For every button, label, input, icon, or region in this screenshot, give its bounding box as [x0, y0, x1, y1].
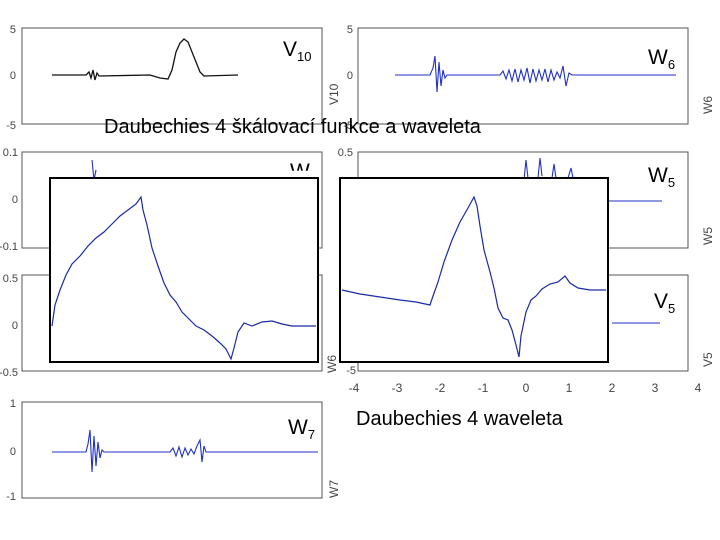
xtick-v5-m2: -2 — [435, 381, 446, 395]
xtick-v5-0: 0 — [523, 381, 530, 395]
label-w7: W7 — [288, 416, 316, 443]
ytick-v10-0: 0 — [10, 70, 16, 82]
xtick-v5-3: 3 — [652, 381, 659, 395]
panel-w7 — [21, 401, 323, 499]
ylabel-v10: V10 — [327, 83, 341, 105]
xtick-v5-m4: -4 — [349, 381, 360, 395]
ylabel-w5: W5 — [701, 227, 715, 245]
label-v5: V5 — [654, 290, 676, 317]
xtick-v5-2: 2 — [609, 381, 616, 395]
ytick-w7-m1: -1 — [6, 491, 16, 503]
xtick-v5-4: 4 — [695, 381, 702, 395]
ylabel-w6b: W6 — [325, 355, 339, 373]
ytick-w7-1: 1 — [10, 398, 16, 410]
ytick-w6-0: 0 — [347, 70, 353, 82]
trace-wavelet — [341, 195, 606, 358]
trace-w6 — [395, 55, 676, 93]
ytick-w-0: 0 — [12, 194, 18, 206]
ytick-w6b-m05: -0.5 — [0, 367, 18, 379]
ytick-w6-m5: -5 — [343, 120, 353, 132]
ylabel-v5: V5 — [701, 352, 715, 367]
ytick-w-m01: -0.1 — [0, 241, 18, 253]
inset-scaling-function — [49, 177, 319, 363]
label-w5: W5 — [648, 164, 676, 191]
trace-v10 — [52, 38, 239, 81]
ytick-w-01: 0.1 — [3, 147, 18, 159]
panel-v10 — [21, 27, 323, 125]
xtick-v5-1: 1 — [566, 381, 573, 395]
label-v10: V10 — [283, 38, 312, 65]
ytick-w6-5: 5 — [347, 24, 353, 36]
caption-scaling-wavelet: Daubechies 4 škálovací funkce a waveleta — [104, 116, 481, 138]
ytick-v10-m5: -5 — [6, 120, 16, 132]
trace-w5-spikes — [523, 157, 574, 181]
ylabel-w7: W7 — [327, 480, 341, 498]
ytick-v10-5: 5 — [10, 24, 16, 36]
trace-scaling-function — [51, 195, 316, 361]
caption-wavelet: Daubechies 4 waveleta — [356, 408, 563, 430]
label-w-hidden: W — [290, 160, 310, 183]
ytick-v5-m5: -5 — [346, 365, 356, 377]
xtick-v5-m3: -3 — [392, 381, 403, 395]
xtick-v5-m1: -1 — [478, 381, 489, 395]
label-w6: W6 — [648, 46, 676, 73]
ylabel-w6: W6 — [701, 96, 715, 114]
trace-w7 — [52, 429, 318, 473]
ytick-w7-0: 0 — [10, 446, 16, 458]
ytick-w6b-05: 0.5 — [3, 273, 18, 285]
ytick-w6b-0: 0 — [12, 320, 18, 332]
inset-wavelet — [339, 177, 609, 363]
panel-w6-top — [357, 27, 689, 125]
ytick-w5-05: 0.5 — [338, 147, 353, 159]
